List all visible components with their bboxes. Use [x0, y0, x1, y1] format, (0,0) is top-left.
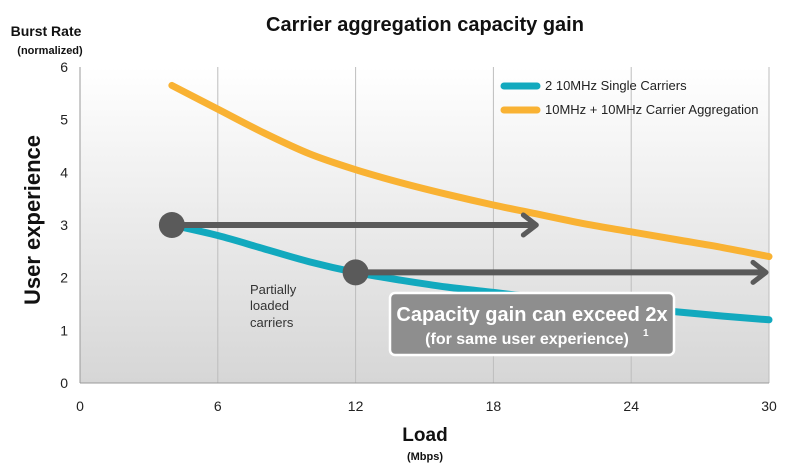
- arrow-layer: [171, 212, 769, 285]
- arrow-head: [520, 212, 539, 238]
- y-tick-labels: 0 1 2 3 4 5 6: [60, 59, 68, 391]
- y-tick-label: 6: [60, 59, 68, 75]
- partial-annotation: Partially loaded carriers: [250, 282, 297, 330]
- y-tick-label: 2: [60, 270, 68, 286]
- partial-line-1: Partially: [250, 282, 297, 297]
- partial-line-2: loaded: [250, 298, 289, 313]
- callout-box: [388, 291, 676, 357]
- callout-superscript: 1: [643, 328, 649, 339]
- capacity-callout: Capacity gain can exceed 2x (for same us…: [388, 291, 676, 357]
- series-line-1: [168, 81, 773, 261]
- y-axis-top-title: Burst Rate: [11, 23, 82, 39]
- x-tick-label: 6: [214, 398, 222, 414]
- partial-line-3: carriers: [250, 315, 294, 330]
- marker-layer: [158, 212, 369, 286]
- x-tick-label: 18: [486, 398, 502, 414]
- x-tick-label: 24: [623, 398, 639, 414]
- marker-0: [158, 212, 185, 238]
- x-axis-label: Load: [402, 425, 447, 446]
- legend: 2 10MHz Single Carriers 10MHz + 10MHz Ca…: [500, 78, 759, 117]
- legend-label-single: 2 10MHz Single Carriers: [545, 78, 687, 93]
- y-tick-label: 4: [60, 164, 68, 180]
- x-tick-label: 30: [761, 398, 777, 414]
- y-tick-label: 0: [60, 375, 68, 391]
- chart-title: Carrier aggregation capacity gain: [266, 14, 584, 36]
- x-tick-label: 12: [348, 398, 364, 414]
- arrow-1: [355, 259, 769, 285]
- arrow-head: [750, 259, 769, 285]
- callout-line-2: (for same user experience): [425, 331, 629, 348]
- legend-label-ca: 10MHz + 10MHz Carrier Aggregation: [545, 102, 759, 117]
- y-tick-label: 5: [60, 112, 68, 128]
- callout-line-1: Capacity gain can exceed 2x: [396, 304, 667, 326]
- y-tick-label: 3: [60, 217, 68, 233]
- arrow-0: [171, 212, 539, 238]
- x-axis-unit: (Mbps): [407, 451, 443, 463]
- marker-1: [342, 259, 369, 286]
- x-tick-labels: 0 6 12 18 24 30: [76, 398, 777, 414]
- x-tick-label: 0: [76, 398, 84, 414]
- y-axis-top-subtitle: (normalized): [17, 45, 83, 57]
- y-axis-label: User experience: [20, 135, 45, 305]
- y-tick-label: 1: [60, 322, 68, 338]
